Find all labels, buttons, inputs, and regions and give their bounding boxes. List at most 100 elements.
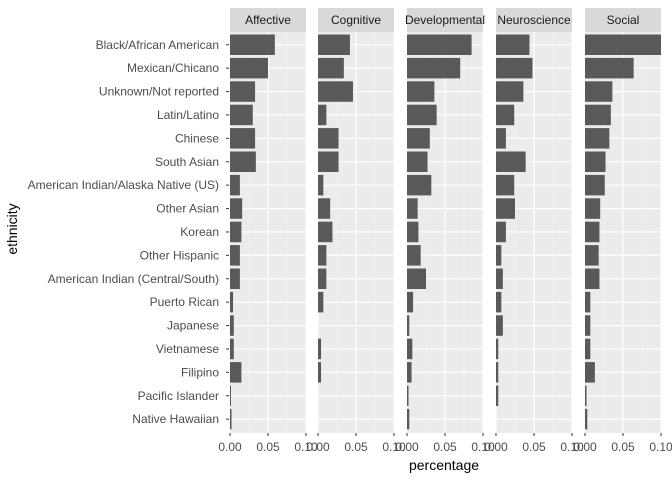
bar (230, 151, 256, 172)
facet-strip-label: Developmental (405, 13, 485, 27)
bar (318, 81, 353, 102)
x-axis-title: percentage (409, 457, 479, 473)
bar (496, 104, 515, 126)
bar (496, 268, 503, 289)
bar (407, 57, 461, 79)
bar (230, 221, 242, 243)
bar (407, 128, 430, 149)
bar (407, 268, 426, 289)
facet-panel: Affective 0.00 0.05 0.10 (218, 8, 318, 454)
bar (585, 408, 588, 430)
y-tick-label: Mexican/Chicano (127, 61, 219, 75)
bar (496, 245, 502, 266)
facet-panels: Affective 0.00 0.05 0.10 Cognitive 0.00 0.05 0.… (218, 8, 672, 454)
bar (496, 338, 499, 360)
bar (230, 57, 268, 79)
y-tick-label: Unknown/Not reported (99, 85, 219, 99)
bar (230, 385, 231, 406)
bar (585, 104, 611, 126)
y-tick-label: Other Hispanic (140, 248, 219, 262)
bar (407, 385, 409, 406)
bar (318, 338, 322, 360)
bar (496, 81, 524, 102)
x-tick-label: 0.00 (218, 440, 242, 454)
x-tick-label: 0.10 (649, 440, 672, 454)
facet-strip-label: Neuroscience (497, 13, 571, 27)
bar (407, 81, 435, 102)
y-tick-label: South Asian (155, 155, 219, 169)
bar (585, 245, 599, 266)
bar (496, 291, 502, 313)
x-tick-label: 0.00 (306, 440, 330, 454)
y-tick-label: Black/African American (96, 38, 219, 52)
bar (230, 268, 240, 289)
y-tick-label: Latin/Latino (157, 108, 219, 122)
bar (318, 245, 327, 266)
facet-strip-label: Social (607, 13, 640, 27)
bar (230, 104, 253, 126)
y-tick-label: Filipino (181, 365, 219, 379)
bar (230, 128, 256, 149)
bar (407, 34, 472, 55)
x-tick-label: 0.05 (344, 440, 368, 454)
bar (230, 81, 256, 102)
bar (496, 151, 526, 172)
y-tick-label: Japanese (167, 319, 219, 333)
y-axis-title: ethnicity (4, 203, 20, 254)
bar (230, 245, 240, 266)
bar (585, 198, 601, 219)
bar (318, 174, 324, 196)
y-tick-label: Pacific Islander (138, 389, 219, 403)
bar (318, 34, 350, 55)
bar (407, 315, 410, 336)
bar (585, 128, 610, 149)
bar (585, 174, 605, 196)
x-tick-label: 0.00 (573, 440, 597, 454)
x-tick-label: 0.05 (522, 440, 546, 454)
x-tick-label: 0.05 (433, 440, 457, 454)
bar (496, 57, 533, 79)
bar (407, 408, 410, 430)
bar (318, 362, 322, 383)
y-tick-label: American Indian/Alaska Native (US) (28, 178, 219, 192)
x-tick-label: 0.10 (294, 440, 318, 454)
bar (496, 221, 506, 243)
bar (407, 198, 418, 219)
x-tick-label: 0.10 (382, 440, 406, 454)
bar (585, 221, 600, 243)
bar (230, 362, 242, 383)
bar (496, 198, 515, 219)
bar (230, 174, 240, 196)
bar (496, 385, 499, 406)
y-tick-label: Chinese (175, 131, 219, 145)
bar (230, 408, 232, 430)
y-tick-label: Native Hawaiian (132, 412, 219, 426)
bar (585, 81, 613, 102)
bar (318, 151, 339, 172)
bar (318, 268, 327, 289)
bar (318, 221, 333, 243)
bar (585, 362, 595, 383)
y-tick-label: American Indian (Central/South) (48, 272, 219, 286)
bar (318, 57, 344, 79)
facet-strip-label: Affective (245, 13, 291, 27)
facet-strip-label: Cognitive (331, 13, 381, 27)
bar (407, 338, 413, 360)
bar (585, 385, 587, 406)
bar (407, 174, 432, 196)
facet-strip (496, 8, 572, 32)
bar (496, 128, 506, 149)
bar (230, 291, 234, 313)
bar (230, 198, 243, 219)
x-tick-label: 0.05 (611, 440, 635, 454)
bar (407, 291, 414, 313)
y-tick-label: Puerto Rican (150, 295, 219, 309)
facet-panel: Cognitive 0.00 0.05 0.10 (306, 8, 406, 454)
bar (585, 291, 591, 313)
bar (496, 315, 503, 336)
bar (496, 34, 530, 55)
bar (407, 362, 412, 383)
bar (585, 151, 606, 172)
bar (585, 338, 591, 360)
bar (585, 315, 591, 336)
